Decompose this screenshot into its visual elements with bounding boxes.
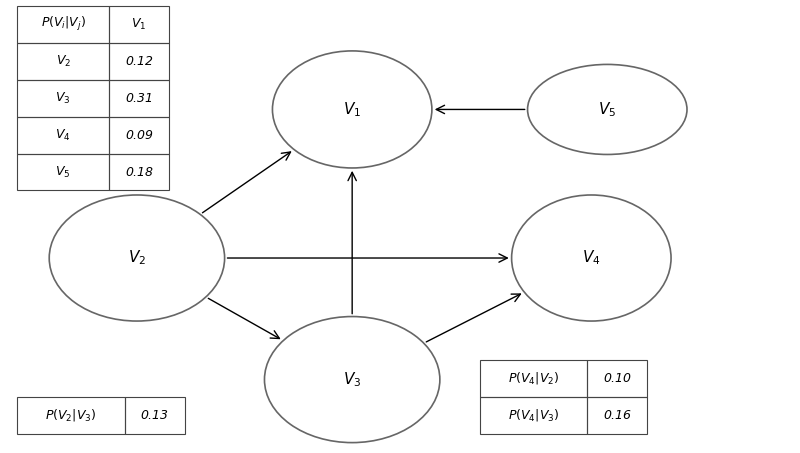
Text: $P(V_i|V_j)$: $P(V_i|V_j)$ xyxy=(41,15,86,34)
Bar xyxy=(587,397,647,434)
Text: $V_3$: $V_3$ xyxy=(55,91,71,106)
Text: $V_4$: $V_4$ xyxy=(582,249,601,267)
Bar xyxy=(480,397,587,434)
Bar xyxy=(587,360,647,397)
Text: 0.12: 0.12 xyxy=(125,55,153,68)
Text: $V_5$: $V_5$ xyxy=(598,100,616,119)
Bar xyxy=(18,397,125,434)
Bar xyxy=(18,6,109,43)
Text: $V_1$: $V_1$ xyxy=(131,17,146,32)
Ellipse shape xyxy=(527,64,687,154)
Text: 0.10: 0.10 xyxy=(603,372,631,385)
Bar xyxy=(18,116,109,154)
Text: $V_5$: $V_5$ xyxy=(55,164,71,179)
Ellipse shape xyxy=(273,51,432,168)
Bar xyxy=(109,6,169,43)
Bar xyxy=(480,360,587,397)
Text: $V_1$: $V_1$ xyxy=(343,100,362,119)
Text: $V_3$: $V_3$ xyxy=(343,370,362,389)
Ellipse shape xyxy=(50,195,225,321)
Bar xyxy=(109,116,169,154)
Text: $V_2$: $V_2$ xyxy=(128,249,146,267)
Text: $V_4$: $V_4$ xyxy=(55,128,71,143)
Bar xyxy=(125,397,185,434)
Text: 0.18: 0.18 xyxy=(125,165,153,178)
Bar xyxy=(109,154,169,190)
Bar xyxy=(18,154,109,190)
Bar xyxy=(18,80,109,116)
Bar xyxy=(18,43,109,80)
Text: 0.31: 0.31 xyxy=(125,92,153,105)
Bar xyxy=(109,80,169,116)
Text: $P(V_4|V_3)$: $P(V_4|V_3)$ xyxy=(508,407,559,423)
Bar xyxy=(109,43,169,80)
Text: 0.09: 0.09 xyxy=(125,129,153,142)
Ellipse shape xyxy=(512,195,671,321)
Text: 0.13: 0.13 xyxy=(141,409,169,422)
Text: 0.16: 0.16 xyxy=(603,409,631,422)
Text: $P(V_2|V_3)$: $P(V_2|V_3)$ xyxy=(46,407,97,423)
Text: $V_2$: $V_2$ xyxy=(55,54,70,69)
Ellipse shape xyxy=(265,317,440,443)
Text: $P(V_4|V_2)$: $P(V_4|V_2)$ xyxy=(508,370,559,386)
